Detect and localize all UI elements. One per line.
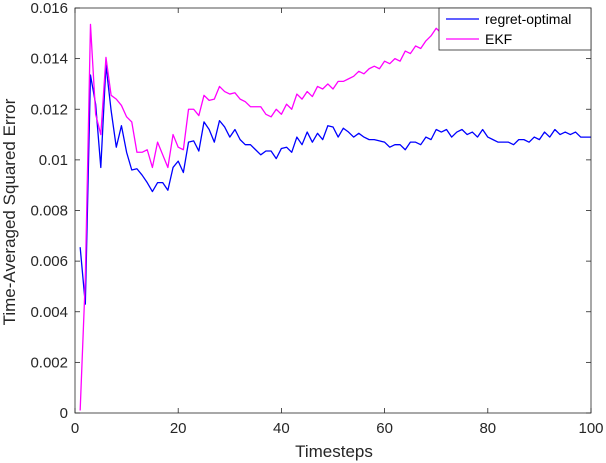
y-tick-label: 0.012 bbox=[30, 101, 68, 118]
ticks-layer: 0 20 40 60 80 100 0 0.002 0.004 0.006 0.008 0.01 0.0… bbox=[30, 0, 603, 437]
legend-label-regret-optimal: regret-optimal bbox=[485, 11, 571, 27]
x-tick-label: 100 bbox=[578, 420, 603, 437]
y-tick-label: 0.002 bbox=[30, 354, 68, 371]
x-tick-label: 60 bbox=[376, 420, 393, 437]
x-tick-label: 20 bbox=[170, 420, 187, 437]
y-axis-label: Time-Averaged Squared Error bbox=[0, 98, 19, 325]
legend-label-ekf: EKF bbox=[485, 31, 512, 47]
series-line-regret-optimal bbox=[79, 64, 591, 305]
y-tick-label: 0.006 bbox=[30, 253, 68, 270]
y-tick-label: 0 bbox=[60, 405, 68, 422]
legend-box bbox=[438, 7, 592, 51]
y-tick-label: 0.004 bbox=[30, 304, 68, 321]
x-axis-label: Timesteps bbox=[295, 442, 373, 461]
x-tick-label: 40 bbox=[273, 420, 290, 437]
y-tick-label: 0.01 bbox=[39, 152, 68, 169]
y-tick-label: 0.016 bbox=[30, 0, 68, 17]
legend: regret-optimal EKF bbox=[438, 7, 592, 51]
x-tick-label: 0 bbox=[71, 420, 79, 437]
x-tick-label: 80 bbox=[479, 420, 496, 437]
y-tick-label: 0.008 bbox=[30, 203, 68, 220]
y-tick-label: 0.014 bbox=[30, 51, 68, 68]
